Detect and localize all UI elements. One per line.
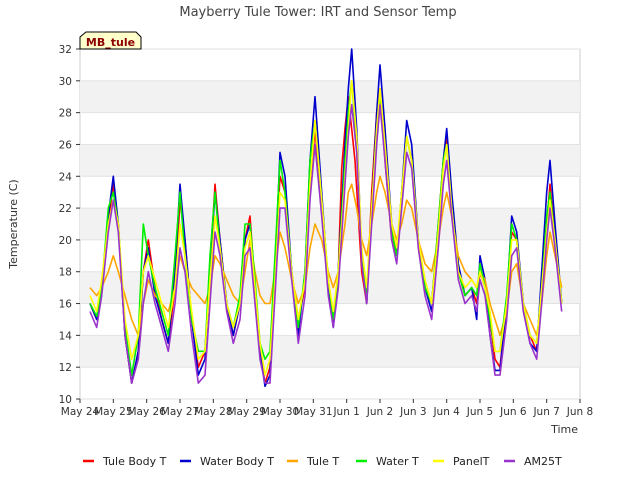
x-tick-label: May 28 bbox=[194, 406, 232, 418]
x-tick-label: May 29 bbox=[227, 406, 265, 418]
y-axis-label: Temperature (C) bbox=[7, 179, 20, 269]
series-lines bbox=[89, 48, 563, 388]
x-tick-label: May 27 bbox=[161, 406, 199, 418]
y-tick-label: 14 bbox=[59, 330, 73, 342]
x-tick-label: Jun 5 bbox=[466, 406, 493, 418]
station-tag: MB_tule bbox=[79, 31, 142, 50]
y-tick-label: 26 bbox=[59, 139, 73, 151]
legend-label-tule-t: Tule T bbox=[306, 455, 339, 468]
y-tick-label: 20 bbox=[59, 235, 72, 247]
legend-label-tule-body-t: Tule Body T bbox=[102, 455, 167, 468]
x-tick-label: Jun 6 bbox=[499, 406, 527, 418]
y-tick-label: 28 bbox=[59, 108, 72, 120]
x-axis-label: Time bbox=[550, 423, 578, 436]
y-axis-ticks: 10 12 14 16 18 20 22 24 26 28 30 32 bbox=[59, 44, 80, 406]
x-tick-label: May 24 bbox=[61, 406, 100, 418]
y-tick-label: 32 bbox=[59, 44, 72, 56]
y-tick-label: 16 bbox=[59, 299, 73, 311]
legend-label-water-t: Water T bbox=[376, 455, 419, 468]
x-tick-label: May 26 bbox=[127, 406, 166, 418]
x-tick-label: Jun 2 bbox=[366, 406, 393, 418]
x-tick-label: Jun 8 bbox=[566, 406, 593, 418]
x-tick-label: Jun 3 bbox=[399, 406, 426, 418]
y-tick-label: 12 bbox=[59, 362, 72, 374]
grid-bands bbox=[80, 80, 580, 368]
grid-band bbox=[80, 208, 580, 240]
grid-band bbox=[80, 80, 580, 113]
x-tick-label: Jun 4 bbox=[432, 406, 460, 418]
y-tick-label: 22 bbox=[59, 203, 72, 215]
y-tick-label: 18 bbox=[59, 267, 72, 279]
x-tick-label: May 31 bbox=[294, 406, 332, 418]
y-tick-label: 24 bbox=[59, 171, 73, 183]
chart-title: Mayberry Tule Tower: IRT and Sensor Temp bbox=[179, 5, 456, 20]
series-line-am25t bbox=[89, 103, 563, 384]
x-tick-label: Jun 7 bbox=[532, 406, 559, 418]
x-tick-label: May 30 bbox=[261, 406, 299, 418]
legend: Tule Body T Water Body T Tule T Water T Pane… bbox=[83, 455, 562, 468]
y-tick-label: 10 bbox=[59, 394, 72, 406]
legend-label-am25t: AM25T bbox=[524, 455, 562, 468]
grid-band bbox=[80, 144, 580, 177]
legend-label-panelt: PanelT bbox=[453, 455, 490, 468]
series-line-panelt bbox=[89, 80, 563, 376]
x-tick-label: May 25 bbox=[94, 406, 132, 418]
legend-label-water-body-t: Water Body T bbox=[200, 455, 274, 468]
y-tick-label: 30 bbox=[59, 76, 72, 88]
station-tag-label: MB_tule bbox=[86, 36, 135, 49]
x-tick-label: Jun 1 bbox=[332, 406, 359, 418]
